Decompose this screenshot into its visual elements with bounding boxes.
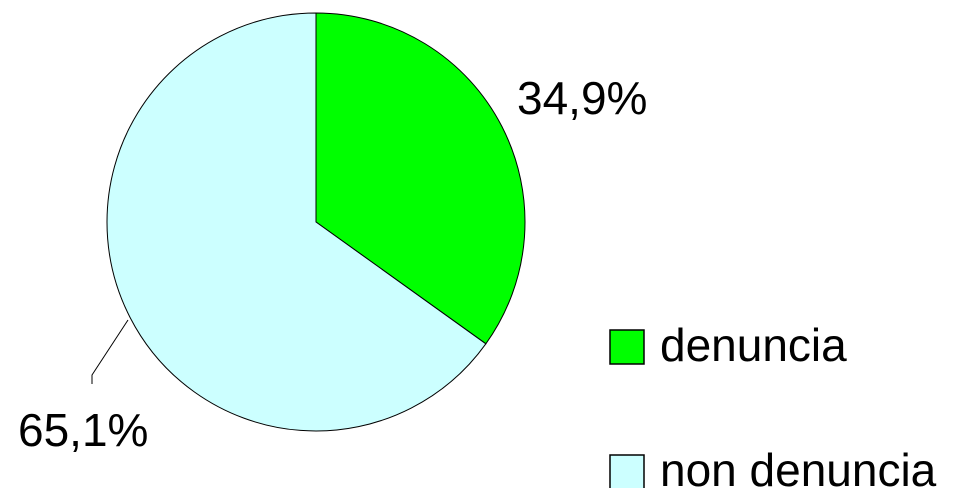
data-label: 34,9% xyxy=(517,72,647,124)
legend-label: non denuncia xyxy=(660,444,937,488)
legend-swatch xyxy=(609,454,645,488)
legend-swatch xyxy=(609,329,645,365)
leader-line xyxy=(91,319,129,384)
data-label: 65,1% xyxy=(18,404,148,456)
legend-label: denuncia xyxy=(660,319,847,371)
pie-slice xyxy=(106,12,487,432)
pie-slice xyxy=(315,12,526,345)
